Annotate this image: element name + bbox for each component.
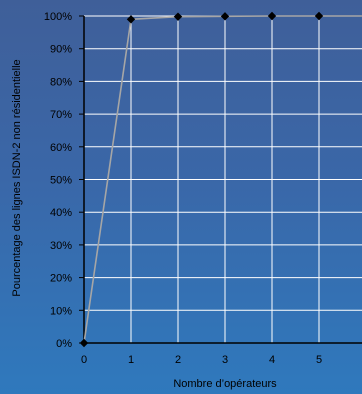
x-tick-label: 0 <box>81 354 87 366</box>
y-tick-label: 10% <box>50 305 72 317</box>
y-tick-label: 30% <box>50 240 72 252</box>
gridlines <box>84 16 362 343</box>
y-tick-label: 0% <box>56 338 72 350</box>
y-tick-labels: 0% 10% 20% 30% 40% 50% 60% 70% 80% 90% 100% <box>44 11 72 350</box>
y-tick-label: 100% <box>44 11 72 23</box>
data-point-marker <box>174 12 182 20</box>
data-point-marker <box>268 12 276 20</box>
y-tick-label: 90% <box>50 44 72 56</box>
x-tick-label: 5 <box>316 354 322 366</box>
x-tick-label: 1 <box>128 354 134 366</box>
x-tick-label: 3 <box>222 354 228 366</box>
y-tick-label: 50% <box>50 175 72 187</box>
data-point-marker <box>315 12 323 20</box>
y-tick-label: 60% <box>50 142 72 154</box>
y-tick-label: 70% <box>50 109 72 121</box>
data-point-marker <box>221 12 229 20</box>
y-tick-label: 20% <box>50 273 72 285</box>
data-point-marker <box>80 339 88 347</box>
x-tick-label: 2 <box>175 354 181 366</box>
y-axis-title: Pourcentage des lignes ISDN-2 non réside… <box>11 59 23 296</box>
x-axis-title: Nombre d’opérateurs <box>173 378 277 390</box>
y-tick-label: 40% <box>50 207 72 219</box>
x-tick-label: 4 <box>269 354 275 366</box>
x-tick-labels: 0 1 2 3 4 5 <box>81 354 322 366</box>
y-tick-label: 80% <box>50 76 72 88</box>
